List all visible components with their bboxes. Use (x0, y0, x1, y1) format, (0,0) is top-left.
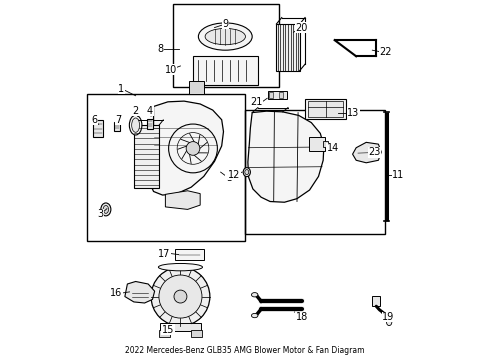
Ellipse shape (387, 319, 392, 325)
Ellipse shape (103, 206, 109, 213)
Text: 4: 4 (147, 106, 153, 116)
Text: 9: 9 (222, 19, 228, 29)
Circle shape (186, 141, 200, 155)
Text: 8: 8 (158, 44, 164, 54)
Bar (147, 119, 153, 129)
Ellipse shape (251, 314, 258, 318)
Text: 20: 20 (295, 23, 308, 33)
Text: 21: 21 (250, 97, 262, 107)
Bar (93, 120, 103, 137)
Bar (87, 94, 245, 241)
Text: 15: 15 (162, 325, 174, 335)
Text: 2: 2 (132, 106, 139, 116)
Bar (175, 249, 204, 260)
Circle shape (151, 267, 210, 326)
Ellipse shape (101, 203, 111, 216)
Bar (160, 323, 201, 331)
Ellipse shape (132, 118, 140, 132)
Ellipse shape (245, 170, 249, 175)
Bar (245, 110, 385, 234)
Ellipse shape (251, 293, 258, 297)
Text: 16: 16 (110, 288, 122, 298)
Text: 17: 17 (158, 248, 171, 258)
Bar (323, 141, 328, 147)
Bar (173, 4, 279, 87)
Polygon shape (149, 101, 223, 195)
Text: 5: 5 (226, 173, 232, 183)
Ellipse shape (129, 115, 142, 135)
Ellipse shape (243, 168, 250, 177)
Text: 10: 10 (165, 64, 177, 75)
Text: 18: 18 (295, 312, 308, 322)
Ellipse shape (205, 28, 245, 45)
Text: 22: 22 (379, 46, 392, 57)
Bar (269, 92, 273, 98)
Bar (308, 102, 343, 117)
Bar (268, 91, 288, 99)
Text: 12: 12 (228, 170, 241, 180)
Bar (372, 296, 380, 306)
Text: 1: 1 (118, 84, 124, 94)
Bar (190, 81, 204, 94)
Circle shape (174, 290, 187, 303)
Text: 14: 14 (327, 143, 339, 153)
Bar (309, 137, 324, 151)
Polygon shape (353, 142, 381, 163)
Bar (276, 24, 300, 71)
Ellipse shape (198, 23, 252, 50)
Text: 3: 3 (98, 209, 104, 219)
Bar (114, 122, 120, 131)
Bar (193, 56, 258, 85)
Ellipse shape (158, 264, 202, 271)
Text: 11: 11 (392, 170, 404, 180)
Bar (305, 99, 346, 120)
Bar (279, 92, 283, 98)
Polygon shape (125, 282, 155, 303)
Bar (191, 330, 202, 337)
Polygon shape (166, 191, 200, 210)
Circle shape (159, 275, 202, 318)
Text: 23: 23 (368, 147, 381, 157)
Polygon shape (248, 111, 324, 202)
Text: 2022 Mercedes-Benz GLB35 AMG Blower Motor & Fan Diagram: 2022 Mercedes-Benz GLB35 AMG Blower Moto… (125, 346, 365, 355)
Text: 7: 7 (116, 115, 122, 125)
Text: 13: 13 (347, 108, 360, 118)
Bar (134, 125, 159, 188)
Text: 6: 6 (91, 115, 97, 125)
Text: 19: 19 (382, 312, 394, 322)
Bar (159, 330, 170, 337)
